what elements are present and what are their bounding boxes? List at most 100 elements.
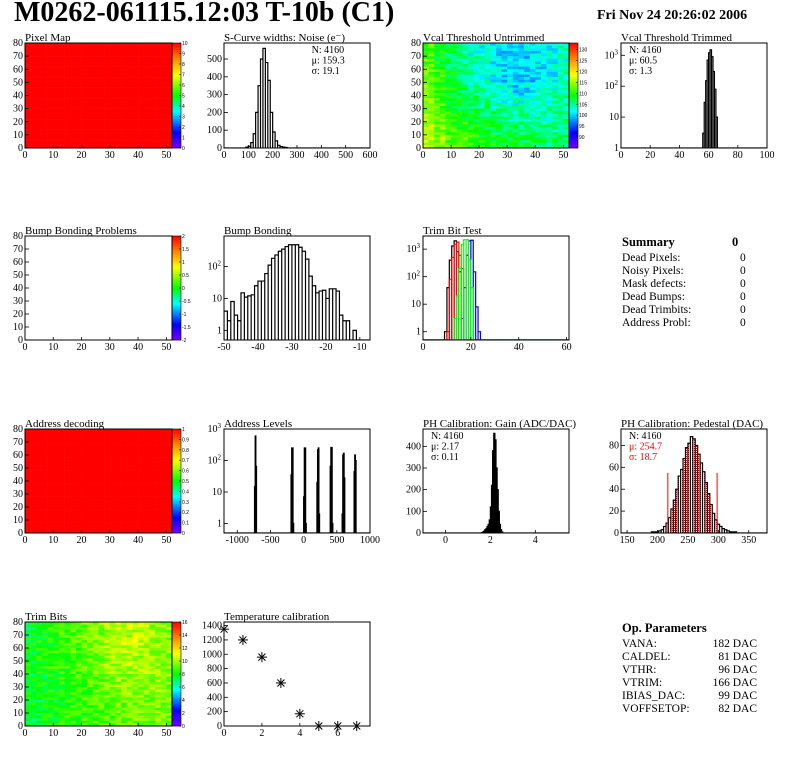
- heatmap-cell: [25, 142, 31, 146]
- heatmap-cell: [434, 140, 441, 144]
- heatmap-cell: [98, 92, 105, 96]
- heatmap-cell: [41, 108, 48, 112]
- heatmap-cell: [92, 713, 99, 716]
- heatmap-cell: [92, 710, 99, 714]
- heatmap-cell: [512, 132, 519, 136]
- heatmap-cell: [25, 460, 31, 464]
- heatmap-cell: [557, 116, 564, 120]
- heatmap-cell: [109, 87, 116, 91]
- heatmap-cell: [70, 648, 77, 651]
- heatmap-cell: [143, 501, 150, 505]
- heatmap-cell: [92, 637, 99, 641]
- heatmap-cell: [501, 90, 508, 94]
- heatmap-cell: [121, 53, 128, 57]
- x-tick-label: -50: [217, 342, 230, 353]
- heatmap-cell: [36, 106, 43, 109]
- heatmap-cell: [479, 77, 486, 81]
- heatmap-cell: [81, 66, 88, 70]
- heatmap-cell: [557, 71, 564, 75]
- heatmap-cell: [98, 61, 105, 65]
- heatmap-cell: [143, 449, 150, 453]
- heatmap-cell: [143, 61, 150, 65]
- heatmap-cell: [138, 681, 145, 685]
- heatmap-cell: [81, 658, 88, 662]
- heatmap-cell: [58, 720, 65, 724]
- heatmap-cell: [70, 663, 77, 667]
- heatmap-cell: [58, 663, 65, 667]
- heatmap-cell: [467, 106, 474, 109]
- heatmap-cell: [41, 700, 48, 703]
- heatmap-cell: [104, 499, 111, 503]
- heatmap-cell: [473, 134, 480, 138]
- heatmap-cell: [529, 58, 536, 62]
- heatmap-cell: [166, 53, 173, 57]
- heatmap-cell: [109, 100, 116, 104]
- heatmap-cell: [25, 53, 31, 57]
- heatmap-cell: [121, 66, 128, 70]
- heatmap-cell: [121, 632, 128, 636]
- heatmap-cell: [126, 462, 133, 466]
- heatmap-cell: [115, 687, 122, 690]
- heatmap-cell: [36, 429, 43, 432]
- heatmap-cell: [149, 45, 156, 49]
- heatmap-cell: [53, 622, 60, 625]
- heatmap-cell: [115, 90, 122, 94]
- heatmap-cell: [490, 53, 497, 57]
- heatmap-cell: [138, 119, 145, 123]
- heatmap-cell: [70, 106, 77, 109]
- heatmap-cell: [41, 478, 48, 482]
- heatmap-cell: [155, 442, 161, 445]
- y-tick-label: 103: [605, 48, 619, 61]
- heatmap-cell: [25, 658, 31, 662]
- heatmap-cell: [546, 129, 553, 133]
- heatmap-cell: [484, 58, 491, 62]
- palette-swatch: [172, 242, 181, 245]
- heatmap-cell: [75, 642, 82, 646]
- heatmap-cell: [36, 61, 43, 65]
- heatmap-cell: [115, 142, 122, 146]
- heatmap-cell: [109, 74, 116, 78]
- heatmap-cell: [518, 124, 525, 128]
- heatmap-cell: [98, 522, 105, 526]
- heatmap-cell: [36, 520, 43, 523]
- heatmap-cell: [518, 100, 525, 104]
- heatmap-cell: [149, 661, 156, 664]
- heatmap-cell: [540, 95, 547, 99]
- heatmap-cell: [70, 486, 77, 490]
- heatmap-cell: [25, 491, 31, 495]
- heatmap-cell: [36, 681, 43, 685]
- heatmap-cell: [501, 85, 508, 88]
- heatmap-cell: [41, 637, 48, 641]
- heatmap-cell: [423, 74, 429, 78]
- heatmap-cell: [53, 77, 60, 81]
- heatmap-cell: [473, 56, 480, 60]
- heatmap-cell: [143, 697, 150, 701]
- heatmap-cell: [126, 496, 133, 500]
- x-tick-label: 0: [23, 150, 28, 161]
- heatmap-cell: [121, 653, 128, 657]
- heatmap-cell: [58, 449, 65, 453]
- y-tick-label: 10: [411, 299, 421, 310]
- heatmap-cell: [115, 129, 122, 133]
- heatmap-cell: [166, 488, 173, 492]
- heatmap-cell: [36, 663, 43, 667]
- heatmap-cell: [64, 460, 71, 464]
- heatmap-cell: [132, 462, 139, 466]
- heatmap-cell: [70, 113, 77, 117]
- heatmap-cell: [540, 66, 547, 70]
- y-tick-label: 40: [13, 283, 23, 294]
- heatmap-cell: [109, 48, 116, 52]
- heatmap-cell: [138, 50, 145, 54]
- palette-swatch: [172, 723, 181, 727]
- heatmap-cell: [30, 431, 37, 435]
- heatmap-cell: [451, 132, 457, 136]
- heatmap-cell: [70, 624, 77, 628]
- heatmap-cell: [524, 119, 530, 123]
- heatmap-cell: [473, 111, 480, 115]
- heatmap-cell: [25, 132, 31, 136]
- heatmap-cell: [434, 66, 441, 70]
- heatmap-cell: [53, 436, 60, 440]
- heatmap-cell: [557, 66, 564, 70]
- heatmap-cell: [143, 720, 150, 724]
- heatmap-cell: [121, 90, 128, 94]
